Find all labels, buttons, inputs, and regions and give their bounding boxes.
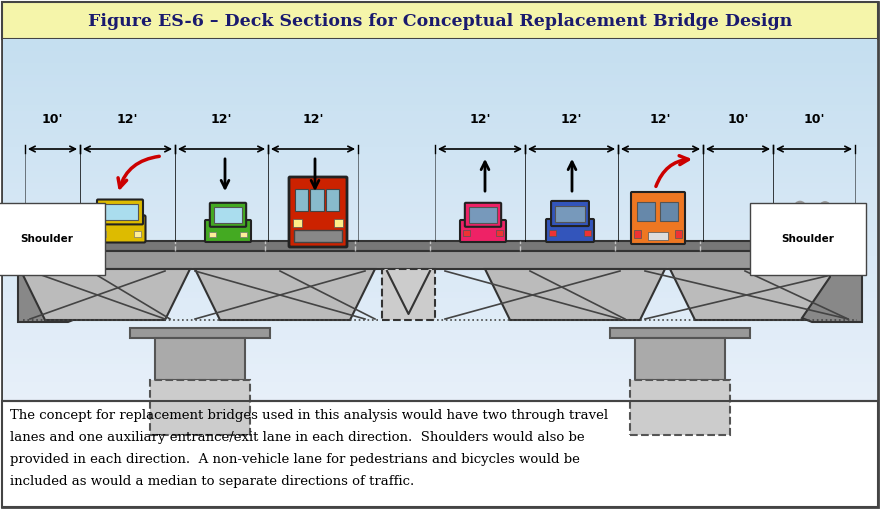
FancyBboxPatch shape: [3, 50, 877, 57]
FancyBboxPatch shape: [293, 219, 302, 227]
FancyBboxPatch shape: [3, 382, 877, 389]
FancyBboxPatch shape: [240, 232, 247, 237]
Text: 10': 10': [41, 113, 63, 126]
FancyBboxPatch shape: [3, 334, 877, 341]
FancyBboxPatch shape: [3, 286, 877, 292]
Text: 10': 10': [803, 113, 825, 126]
Text: Shoulder: Shoulder: [781, 234, 834, 244]
Text: 12': 12': [210, 113, 232, 126]
FancyBboxPatch shape: [631, 192, 685, 244]
FancyBboxPatch shape: [3, 364, 877, 371]
FancyBboxPatch shape: [155, 338, 245, 380]
FancyBboxPatch shape: [3, 183, 877, 190]
FancyBboxPatch shape: [463, 230, 470, 236]
FancyBboxPatch shape: [660, 202, 678, 220]
FancyBboxPatch shape: [3, 56, 877, 63]
FancyBboxPatch shape: [465, 203, 501, 227]
FancyBboxPatch shape: [3, 81, 877, 87]
FancyBboxPatch shape: [134, 231, 141, 237]
FancyBboxPatch shape: [3, 195, 877, 202]
FancyBboxPatch shape: [209, 232, 216, 237]
Text: lanes and one auxiliary entrance/exit lane in each direction.  Shoulders would a: lanes and one auxiliary entrance/exit la…: [10, 431, 584, 444]
FancyBboxPatch shape: [3, 274, 877, 280]
FancyBboxPatch shape: [295, 189, 308, 211]
FancyBboxPatch shape: [382, 269, 435, 320]
FancyBboxPatch shape: [214, 207, 242, 222]
FancyBboxPatch shape: [3, 219, 877, 226]
FancyBboxPatch shape: [311, 189, 324, 211]
FancyBboxPatch shape: [3, 346, 877, 353]
Polygon shape: [18, 236, 38, 251]
FancyBboxPatch shape: [3, 371, 877, 377]
Text: 10': 10': [727, 113, 749, 126]
FancyBboxPatch shape: [549, 230, 556, 236]
FancyBboxPatch shape: [3, 111, 877, 118]
Polygon shape: [195, 269, 375, 320]
FancyBboxPatch shape: [3, 280, 877, 287]
FancyBboxPatch shape: [3, 105, 877, 111]
Text: Figure ES-6 – Deck Sections for Conceptual Replacement Bridge Design: Figure ES-6 – Deck Sections for Conceptu…: [88, 13, 792, 30]
FancyBboxPatch shape: [3, 63, 877, 69]
FancyBboxPatch shape: [3, 358, 877, 365]
FancyBboxPatch shape: [3, 165, 877, 172]
FancyBboxPatch shape: [3, 123, 877, 129]
FancyBboxPatch shape: [3, 159, 877, 166]
FancyBboxPatch shape: [3, 129, 877, 135]
FancyBboxPatch shape: [3, 39, 877, 45]
Polygon shape: [485, 269, 665, 320]
FancyBboxPatch shape: [555, 206, 585, 222]
FancyBboxPatch shape: [294, 230, 342, 242]
Text: 12': 12': [561, 113, 583, 126]
Polygon shape: [847, 221, 862, 251]
FancyBboxPatch shape: [648, 232, 668, 240]
FancyBboxPatch shape: [3, 322, 877, 329]
Text: 12': 12': [649, 113, 671, 126]
FancyBboxPatch shape: [18, 241, 862, 251]
FancyBboxPatch shape: [3, 328, 877, 334]
FancyBboxPatch shape: [3, 244, 877, 250]
FancyBboxPatch shape: [3, 189, 877, 196]
FancyBboxPatch shape: [675, 230, 682, 238]
FancyBboxPatch shape: [634, 230, 641, 238]
FancyBboxPatch shape: [130, 328, 270, 338]
Text: 12': 12': [469, 113, 491, 126]
FancyBboxPatch shape: [3, 75, 877, 81]
FancyBboxPatch shape: [610, 328, 750, 338]
FancyBboxPatch shape: [3, 44, 877, 51]
FancyBboxPatch shape: [3, 394, 877, 401]
Polygon shape: [670, 269, 840, 320]
FancyBboxPatch shape: [3, 232, 877, 238]
FancyBboxPatch shape: [3, 135, 877, 142]
FancyBboxPatch shape: [3, 304, 877, 310]
FancyBboxPatch shape: [3, 177, 877, 184]
FancyBboxPatch shape: [3, 87, 877, 93]
FancyBboxPatch shape: [3, 99, 877, 105]
FancyBboxPatch shape: [3, 352, 877, 359]
FancyBboxPatch shape: [3, 376, 877, 383]
FancyBboxPatch shape: [3, 316, 877, 323]
FancyBboxPatch shape: [102, 205, 138, 220]
FancyBboxPatch shape: [3, 250, 877, 256]
FancyBboxPatch shape: [3, 262, 877, 268]
FancyBboxPatch shape: [3, 69, 877, 75]
FancyBboxPatch shape: [3, 298, 877, 304]
FancyBboxPatch shape: [3, 213, 877, 220]
FancyBboxPatch shape: [2, 2, 878, 39]
FancyBboxPatch shape: [3, 141, 877, 148]
FancyBboxPatch shape: [3, 117, 877, 124]
FancyBboxPatch shape: [3, 93, 877, 99]
FancyBboxPatch shape: [3, 208, 877, 214]
Text: The concept for replacement bridges used in this analysis would have two through: The concept for replacement bridges used…: [10, 409, 608, 422]
FancyBboxPatch shape: [496, 230, 503, 236]
Circle shape: [795, 202, 805, 213]
FancyBboxPatch shape: [584, 230, 591, 236]
FancyBboxPatch shape: [551, 201, 589, 226]
FancyBboxPatch shape: [3, 225, 877, 232]
FancyBboxPatch shape: [3, 388, 877, 395]
FancyBboxPatch shape: [326, 189, 339, 211]
FancyBboxPatch shape: [630, 380, 730, 435]
Polygon shape: [20, 269, 190, 320]
FancyBboxPatch shape: [94, 215, 145, 242]
Polygon shape: [802, 269, 862, 322]
